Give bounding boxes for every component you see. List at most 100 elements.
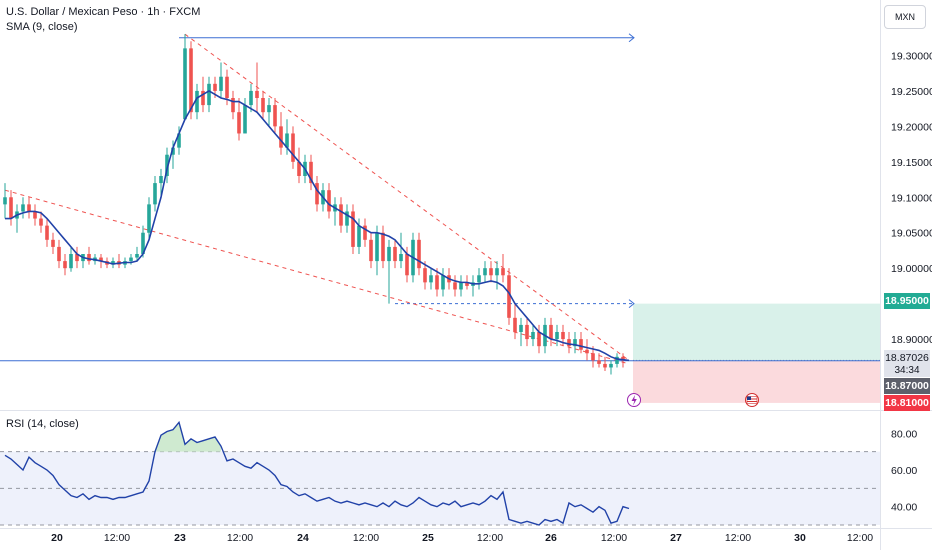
candle-body	[75, 254, 79, 262]
candle-body	[33, 211, 37, 219]
price-tick-label: 18.90000	[891, 334, 932, 346]
candle-body	[369, 239, 373, 262]
candle-body	[255, 90, 259, 98]
candle-body	[597, 360, 601, 364]
support-line-arrow	[628, 299, 635, 309]
candle-body	[477, 275, 481, 283]
candle-body	[249, 90, 253, 106]
candle-body	[201, 90, 205, 106]
rsi-pane[interactable]	[0, 420, 880, 526]
us-flag-icon	[745, 393, 759, 407]
candle-body	[183, 48, 187, 120]
candle-body	[609, 363, 613, 368]
candle-body	[579, 339, 583, 350]
candle-body	[435, 275, 439, 290]
candle-body	[213, 83, 217, 91]
candle-body	[537, 332, 541, 347]
candle-body	[45, 225, 49, 240]
candle-body	[171, 147, 175, 155]
rsi-tick-label: 40.00	[891, 502, 917, 514]
candle-body	[423, 268, 427, 283]
candle-body	[273, 105, 277, 127]
candle-body	[531, 332, 535, 340]
time-tick-label: 30	[794, 532, 806, 544]
candle-body	[339, 204, 343, 226]
price-tick-label: 19.05000	[891, 228, 932, 240]
lightning-icon	[627, 393, 641, 407]
candle-body	[21, 204, 25, 212]
candle-body	[207, 83, 211, 106]
current-price-tag: 18.87026	[884, 350, 930, 366]
candle-body	[363, 225, 367, 240]
time-tick-label: 12:00	[601, 532, 627, 544]
candle-body	[585, 349, 589, 354]
candle-body	[279, 126, 283, 148]
price-pane[interactable]	[0, 33, 880, 407]
candle-body	[147, 204, 151, 233]
candle-body	[453, 282, 457, 290]
candle-body	[567, 339, 571, 347]
candle-body	[495, 268, 499, 276]
candle-body	[57, 246, 61, 262]
time-tick-label: 24	[297, 532, 309, 544]
price-tick-label: 19.30000	[891, 50, 932, 62]
candle-body	[573, 339, 577, 347]
stop-loss-tag: 18.81000	[884, 395, 930, 411]
horizontal-line-arrow	[628, 33, 635, 43]
sma-label: SMA (9, close)	[6, 21, 78, 33]
candle-body	[51, 239, 55, 247]
candle-body	[489, 268, 493, 276]
candle-body	[315, 183, 319, 205]
lightning-icon-bolt	[631, 395, 637, 406]
candle-body	[111, 261, 115, 265]
time-tick-label: 12:00	[104, 532, 130, 544]
candle-body	[195, 90, 199, 113]
rsi-tick-label: 80.00	[891, 428, 917, 440]
candle-body	[603, 363, 607, 368]
candle-body	[309, 161, 313, 184]
candle-body	[291, 133, 295, 162]
candle-body	[465, 282, 469, 286]
candle-body	[135, 254, 139, 258]
candle-body	[9, 197, 13, 219]
candle-body	[141, 232, 145, 254]
candle-body	[591, 353, 595, 361]
candle-body	[219, 76, 223, 91]
candle-body	[525, 324, 529, 340]
price-tick-label: 19.00000	[891, 263, 932, 275]
time-tick-label: 12:00	[227, 532, 253, 544]
candle-body	[555, 332, 559, 340]
candle-body	[159, 176, 163, 184]
candle-body	[375, 232, 379, 262]
time-tick-label: 12:00	[353, 532, 379, 544]
candle-body	[393, 246, 397, 262]
candle-body	[357, 225, 361, 247]
candle-body	[225, 76, 229, 98]
candle-body	[501, 268, 505, 276]
candle-body	[63, 261, 67, 269]
rsi-tick-label: 60.00	[891, 465, 917, 477]
candle-body	[621, 356, 625, 361]
candle-body	[237, 112, 241, 134]
symbol-title: U.S. Dollar / Mexican Peso · 1h · FXCM	[6, 6, 201, 18]
countdown-tag: 34:34	[884, 364, 930, 377]
candle-body	[267, 105, 271, 113]
time-tick-label: 27	[670, 532, 682, 544]
candle-body	[99, 257, 103, 262]
candle-body	[285, 133, 289, 148]
candle-body	[177, 133, 181, 148]
time-tick-label: 12:00	[725, 532, 751, 544]
candle-body	[351, 211, 355, 247]
us-flag-icon-canton	[747, 396, 751, 400]
candle-body	[69, 254, 73, 269]
candle-body	[405, 254, 409, 276]
candle-body	[327, 190, 331, 212]
take-profit-zone	[633, 303, 880, 361]
candle-body	[297, 161, 301, 176]
currency-button[interactable]: MXN	[884, 5, 926, 29]
candle-body	[513, 317, 517, 332]
price-tick-label: 19.15000	[891, 157, 932, 169]
candle-body	[165, 154, 169, 176]
